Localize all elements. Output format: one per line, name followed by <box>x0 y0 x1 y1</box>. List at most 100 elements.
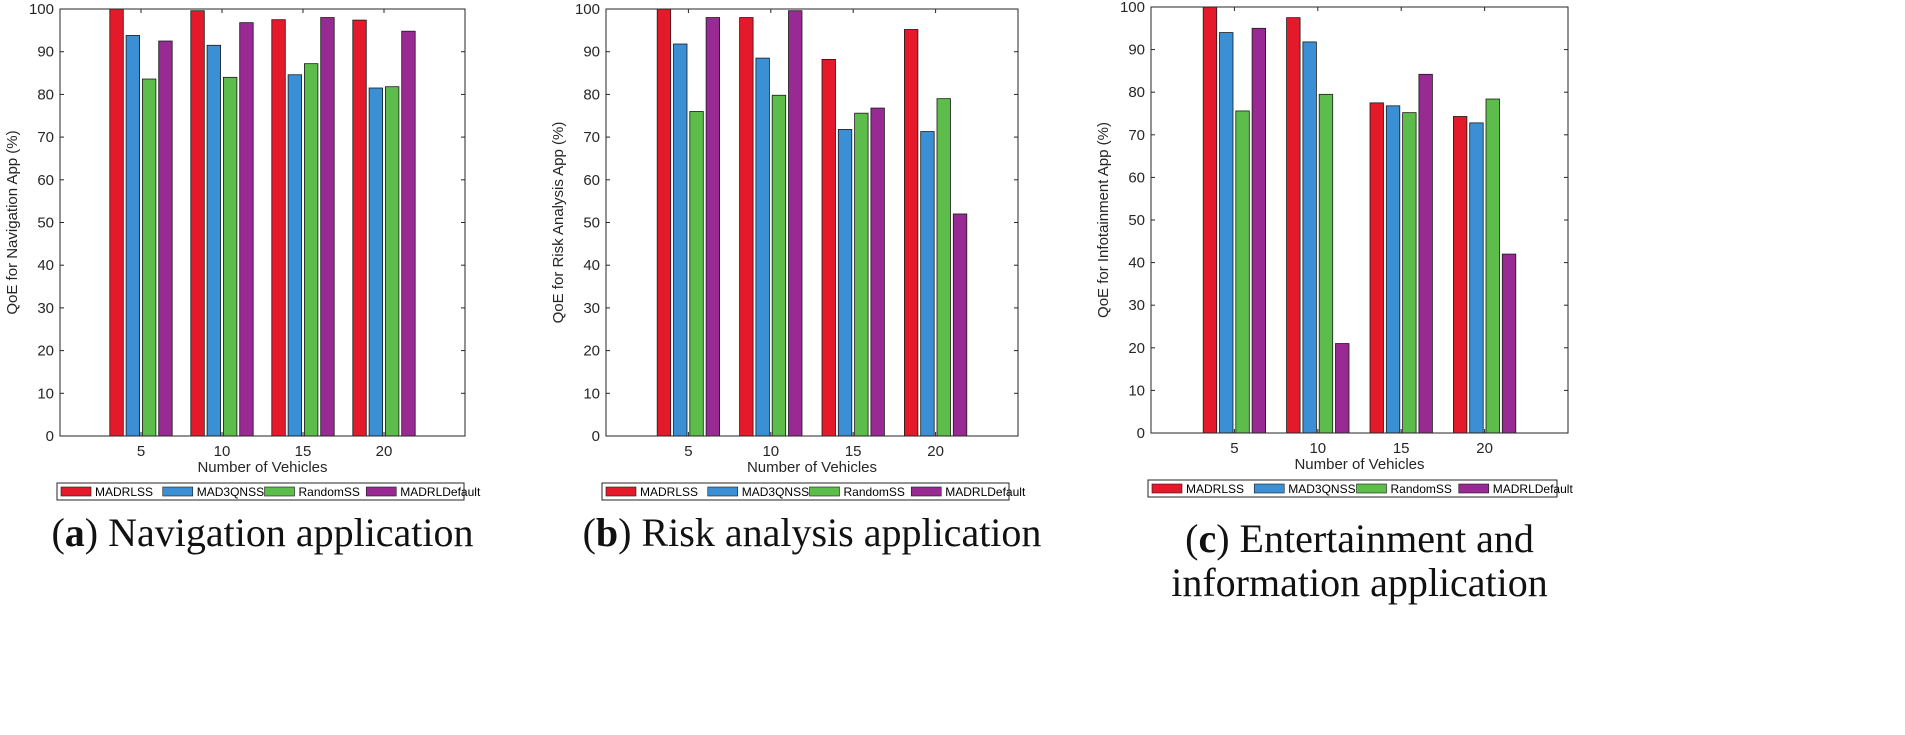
legend-swatch-mad3qnss <box>707 486 739 497</box>
x-tick-label: 10 <box>1309 440 1326 457</box>
legend-label-mad3qnss: MAD3QNSS <box>197 485 264 499</box>
x-tick-label: 20 <box>1476 440 1493 457</box>
x-tick-label: 15 <box>295 443 312 460</box>
y-tick-label: 50 <box>1128 212 1145 229</box>
bar-madrldefault-5 <box>705 17 720 437</box>
legend-label-madrlss: MADRLSS <box>1186 482 1244 496</box>
y-tick-label: 30 <box>1128 297 1145 314</box>
x-tick-label: 10 <box>214 443 231 460</box>
bar-madrldefault-10 <box>1335 343 1350 434</box>
bar-madrlss-20 <box>904 29 919 437</box>
y-tick-label: 100 <box>575 1 600 18</box>
legend-swatch-randomss <box>264 486 295 497</box>
y-tick-label: 70 <box>1128 127 1145 144</box>
y-tick-label: 90 <box>37 44 54 61</box>
bar-madrlss-10 <box>739 17 754 437</box>
legend-swatch-randomss <box>809 486 840 497</box>
bar-madrldefault-15 <box>1418 73 1433 434</box>
bar-madrlss-20 <box>1453 116 1468 434</box>
bar-randomss-10 <box>1318 93 1334 434</box>
x-tick-label: 20 <box>376 443 393 460</box>
y-tick-label: 100 <box>1120 0 1145 16</box>
legend-label-randomss: RandomSS <box>1391 482 1452 496</box>
y-tick-label: 40 <box>583 257 600 274</box>
legend-label-randomss: RandomSS <box>299 485 360 499</box>
x-axis-label: Number of Vehicles <box>747 459 877 476</box>
bar-randomss-15 <box>303 63 319 437</box>
y-tick-label: 90 <box>1128 42 1145 59</box>
bar-madrlss-5 <box>109 8 124 437</box>
y-tick-label: 30 <box>37 300 54 317</box>
legend-swatch-madrlss <box>605 486 637 497</box>
y-tick-label: 0 <box>592 428 600 445</box>
bar-mad3qnss-10 <box>755 57 770 437</box>
bar-madrlss-15 <box>271 19 286 437</box>
bar-madrldefault-5 <box>1251 27 1266 434</box>
bar-mad3qnss-20 <box>1469 122 1484 434</box>
bar-randomss-5 <box>1235 110 1250 434</box>
y-tick-label: 0 <box>46 428 54 445</box>
x-tick-label: 5 <box>137 443 145 460</box>
legend-swatch-madrldefault <box>910 486 942 497</box>
x-tick-label: 20 <box>927 443 944 460</box>
y-tick-label: 20 <box>583 343 600 360</box>
bar-mad3qnss-10 <box>206 44 222 437</box>
legend-swatch-randomss <box>1356 483 1387 494</box>
y-tick-label: 50 <box>37 215 54 232</box>
bar-madrlss-15 <box>1369 102 1384 434</box>
bar-madrldefault-5 <box>158 40 173 437</box>
legend-label-madrldefault: MADRLDefault <box>400 485 481 499</box>
legend: MADRLSS MAD3QNSS RandomSS MADRLDefault <box>56 482 481 501</box>
bar-randomss-15 <box>1402 112 1417 434</box>
bar-madrlss-10 <box>190 10 205 437</box>
bar-mad3qnss-15 <box>837 129 853 437</box>
chart-panel-3: 0 10 20 30 40 50 60 70 80 90 100 5 10 15 20 Number of V… <box>1095 0 1573 605</box>
y-tick-label: 20 <box>37 343 54 360</box>
y-tick-label: 80 <box>583 86 600 103</box>
bar-madrldefault-20 <box>952 213 968 437</box>
chart-panel-1: 0 10 20 30 40 50 60 70 80 90 100 5 10 15 20 Number of V… <box>4 1 481 555</box>
bar-mad3qnss-20 <box>920 131 935 437</box>
bar-randomss-10 <box>771 94 787 437</box>
y-tick-label: 10 <box>1128 382 1145 399</box>
bar-madrlss-5 <box>1202 6 1218 434</box>
legend-label-mad3qnss: MAD3QNSS <box>1288 482 1355 496</box>
y-tick-label: 10 <box>37 385 54 402</box>
legend-swatch-madrldefault <box>365 486 397 497</box>
legend-label-madrldefault: MADRLDefault <box>1493 482 1574 496</box>
x-axis-label: Number of Vehicles <box>1294 456 1424 473</box>
bar-randomss-5 <box>689 111 704 437</box>
legend: MADRLSS MAD3QNSS RandomSS MADRLDefault <box>601 482 1026 501</box>
x-tick-label: 15 <box>1393 440 1410 457</box>
bar-mad3qnss-5 <box>673 43 688 437</box>
y-tick-label: 10 <box>583 385 600 402</box>
bar-mad3qnss-5 <box>1219 32 1234 434</box>
y-tick-label: 90 <box>583 44 600 61</box>
panel-caption: (a) Navigation application <box>51 510 473 555</box>
x-tick-label: 10 <box>762 443 779 460</box>
y-tick-label: 40 <box>1128 255 1145 272</box>
y-tick-label: 80 <box>1128 84 1145 101</box>
legend-label-mad3qnss: MAD3QNSS <box>742 485 809 499</box>
bar-madrldefault-10 <box>239 22 254 437</box>
y-tick-label: 60 <box>583 172 600 189</box>
y-tick-label: 60 <box>37 172 54 189</box>
chart-panel-2: 0 10 20 30 40 50 60 70 80 90 100 5 10 15 20 Number of V… <box>550 1 1041 555</box>
y-axis-label: QoE for Risk Analysis App (%) <box>550 122 567 324</box>
legend-swatch-madrlss <box>60 486 92 497</box>
y-tick-label: 70 <box>583 129 600 146</box>
legend-swatch-madrldefault <box>1458 483 1490 494</box>
legend: MADRLSS MAD3QNSS RandomSS MADRLDefault <box>1147 479 1574 498</box>
bar-mad3qnss-15 <box>1385 105 1401 434</box>
x-tick-label: 15 <box>845 443 862 460</box>
y-tick-label: 20 <box>1128 340 1145 357</box>
y-tick-label: 50 <box>583 215 600 232</box>
y-tick-label: 40 <box>37 257 54 274</box>
bar-madrldefault-15 <box>320 17 335 437</box>
bar-madrldefault-20 <box>1501 253 1517 434</box>
panel-caption-line-2: information application <box>1171 560 1548 605</box>
legend-label-randomss: RandomSS <box>844 485 905 499</box>
bar-madrldefault-20 <box>401 30 416 437</box>
bar-randomss-20 <box>1485 98 1500 434</box>
